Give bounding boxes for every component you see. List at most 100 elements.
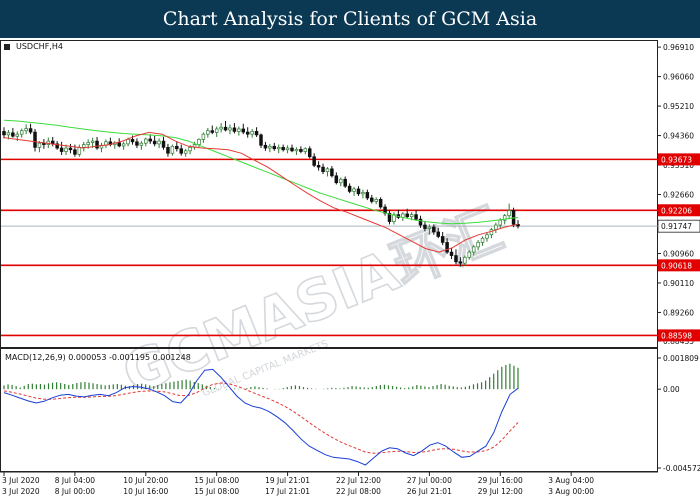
candle-bull <box>251 131 254 134</box>
candle-bull <box>304 149 307 152</box>
chart-area: GCMASIA环汇 GLOBAL CAPITAL MARKETS USDCHF,… <box>0 38 700 500</box>
candle-bull <box>490 230 493 235</box>
candle-bear <box>370 198 373 201</box>
candle-bull <box>158 141 161 144</box>
candle-bull <box>140 143 143 145</box>
candle-bear <box>330 169 333 176</box>
candle-bear <box>459 262 462 263</box>
time-tick-label-secondary: 3 Jul 2020 <box>2 487 40 496</box>
time-tick-label-secondary: 3 Aug 00:00 <box>548 487 594 496</box>
candle-bull <box>16 134 19 136</box>
candle-bear <box>348 186 351 191</box>
candle-bear <box>96 141 99 148</box>
candle-bull <box>20 131 23 134</box>
time-axis: 3 Jul 2020 3 Jul 2020 8 Jul 04:00 8 Jul 00:… <box>0 472 658 496</box>
candle-bull <box>198 139 201 144</box>
time-tick-label-secondary: 29 Jul 12:00 <box>478 487 523 496</box>
candle-bear <box>34 132 37 147</box>
candle-bull <box>220 127 223 129</box>
candle-bull <box>25 129 28 131</box>
candle-bull <box>82 145 85 148</box>
candle-bear <box>335 176 338 183</box>
candle-bull <box>362 192 365 193</box>
time-tick-label: 15 Jul 08:00 <box>194 476 239 485</box>
candle-bear <box>60 148 63 151</box>
candle-bull <box>277 147 280 148</box>
candle-bear <box>291 148 294 151</box>
time-tick-label: 27 Jul 00:00 <box>407 476 452 485</box>
price-tick-label: 0.94360 <box>663 132 694 141</box>
symbol-label: USDCHF,H4 <box>16 42 63 51</box>
candle-bull <box>215 129 218 132</box>
candle-bull <box>206 131 209 134</box>
candle-bull <box>144 139 147 143</box>
current-price-label: 0.91747 <box>661 222 692 231</box>
candle-bear <box>446 242 449 252</box>
candle-bear <box>322 167 325 172</box>
candle-bear <box>282 147 285 149</box>
candle-bear <box>11 133 14 136</box>
price-tick-label: 0.96910 <box>663 43 694 52</box>
candle-bear <box>308 149 311 157</box>
candle-bull <box>472 247 475 252</box>
time-tick-label-secondary: 8 Jul 00:00 <box>55 487 95 496</box>
candle-bull <box>353 189 356 191</box>
price-axis: 0.969100.960600.952100.943600.935100.926… <box>658 43 694 346</box>
candle-bull <box>202 134 205 139</box>
candle-bear <box>406 214 409 217</box>
candle-bear <box>153 141 156 144</box>
time-tick-label-secondary: 15 Jul 08:00 <box>194 487 239 496</box>
candle-bear <box>149 139 152 141</box>
candle-bull <box>65 148 68 151</box>
candle-bear <box>437 232 440 237</box>
candle-bull <box>78 147 81 154</box>
watermark: GCMASIA环汇 GLOBAL CAPITAL MARKETS <box>114 197 518 424</box>
price-tick-label: 0.90960 <box>663 249 694 258</box>
price-tick-label: 0.89260 <box>663 308 694 317</box>
candle-bear <box>379 199 382 207</box>
candle-bear <box>313 157 316 166</box>
candle-bull <box>127 139 130 144</box>
candle-bull <box>122 144 125 146</box>
candle-bull <box>499 220 502 225</box>
time-tick-label: 8 Jul 04:00 <box>55 476 95 485</box>
candle-bull <box>237 129 240 131</box>
candle-bear <box>69 148 72 150</box>
price-panel-indicator-box <box>4 44 10 50</box>
time-tick-label: 3 Jul 2020 <box>2 476 40 485</box>
price-tick-label: 0.90110 <box>663 279 694 288</box>
candle-bear <box>450 252 453 255</box>
candle-bull <box>494 225 497 230</box>
watermark-text: GCMASIA环汇 <box>114 197 512 408</box>
price-tick-label: 0.95210 <box>663 102 694 111</box>
candle-bear <box>432 227 435 232</box>
candle-bear <box>424 225 427 228</box>
macd-signal-line <box>4 383 518 453</box>
candle-bear <box>211 131 214 133</box>
candle-bull <box>286 148 289 150</box>
candle-bull <box>508 210 511 215</box>
time-tick-label: 29 Jul 16:00 <box>478 476 523 485</box>
candle-bear <box>118 143 121 146</box>
time-tick-label-secondary: 17 Jul 21:01 <box>265 487 310 496</box>
time-tick-label-secondary: 10 Jul 16:00 <box>123 487 168 496</box>
candle-bull <box>184 151 187 153</box>
candle-bear <box>131 139 134 141</box>
candle-bear <box>167 147 170 153</box>
time-tick-label-secondary: 26 Jul 21:01 <box>407 487 452 496</box>
candle-bull <box>295 149 298 150</box>
candle-bear <box>455 256 458 262</box>
candle-bear <box>419 219 422 225</box>
candle-bear <box>415 215 418 220</box>
time-tick-label-secondary: 22 Jul 08:00 <box>336 487 381 496</box>
candle-bear <box>366 192 369 198</box>
candle-bear <box>175 146 178 148</box>
candle-bear <box>357 189 360 194</box>
candle-bull <box>268 146 271 148</box>
candle-bull <box>481 238 484 242</box>
time-tick-label: 19 Jul 21:01 <box>265 476 310 485</box>
candle-bear <box>224 127 227 130</box>
candle-bear <box>29 129 32 132</box>
candle-bear <box>242 129 245 132</box>
